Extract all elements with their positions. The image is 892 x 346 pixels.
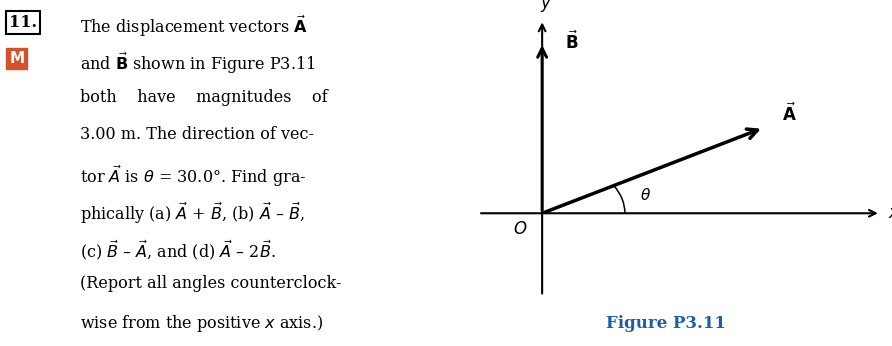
Text: (c) $\vec{B}$ – $\vec{A}$, and (d) $\vec{A}$ – 2$\vec{B}$.: (c) $\vec{B}$ – $\vec{A}$, and (d) $\vec… <box>80 238 276 262</box>
Text: $\vec{\mathbf{A}}$: $\vec{\mathbf{A}}$ <box>782 103 797 125</box>
Text: and $\vec{\mathbf{B}}$ shown in Figure P3.11: and $\vec{\mathbf{B}}$ shown in Figure P… <box>80 51 316 76</box>
Text: tor $\vec{A}$ is $\theta$ = 30.0°. Find gra-: tor $\vec{A}$ is $\theta$ = 30.0°. Find … <box>80 163 307 189</box>
Text: Figure P3.11: Figure P3.11 <box>607 315 726 331</box>
Text: $x$: $x$ <box>888 205 892 222</box>
Text: $\vec{\mathbf{B}}$: $\vec{\mathbf{B}}$ <box>565 31 578 53</box>
Text: The displacement vectors $\vec{\mathbf{A}}$: The displacement vectors $\vec{\mathbf{A… <box>80 14 308 39</box>
Text: $O$: $O$ <box>513 221 527 238</box>
Text: both    have    magnitudes    of: both have magnitudes of <box>80 89 328 106</box>
Text: phically (a) $\vec{A}$ + $\vec{B}$, (b) $\vec{A}$ – $\vec{B}$,: phically (a) $\vec{A}$ + $\vec{B}$, (b) … <box>80 201 305 226</box>
Text: $\theta$: $\theta$ <box>640 187 651 203</box>
Text: wise from the positive $x$ axis.): wise from the positive $x$ axis.) <box>80 313 324 334</box>
Text: 11.: 11. <box>9 14 37 31</box>
Text: M: M <box>9 51 24 66</box>
Text: 3.00 m. The direction of vec-: 3.00 m. The direction of vec- <box>80 126 314 143</box>
Text: (Report all angles counterclock-: (Report all angles counterclock- <box>80 275 342 292</box>
Text: $y$: $y$ <box>540 0 552 15</box>
